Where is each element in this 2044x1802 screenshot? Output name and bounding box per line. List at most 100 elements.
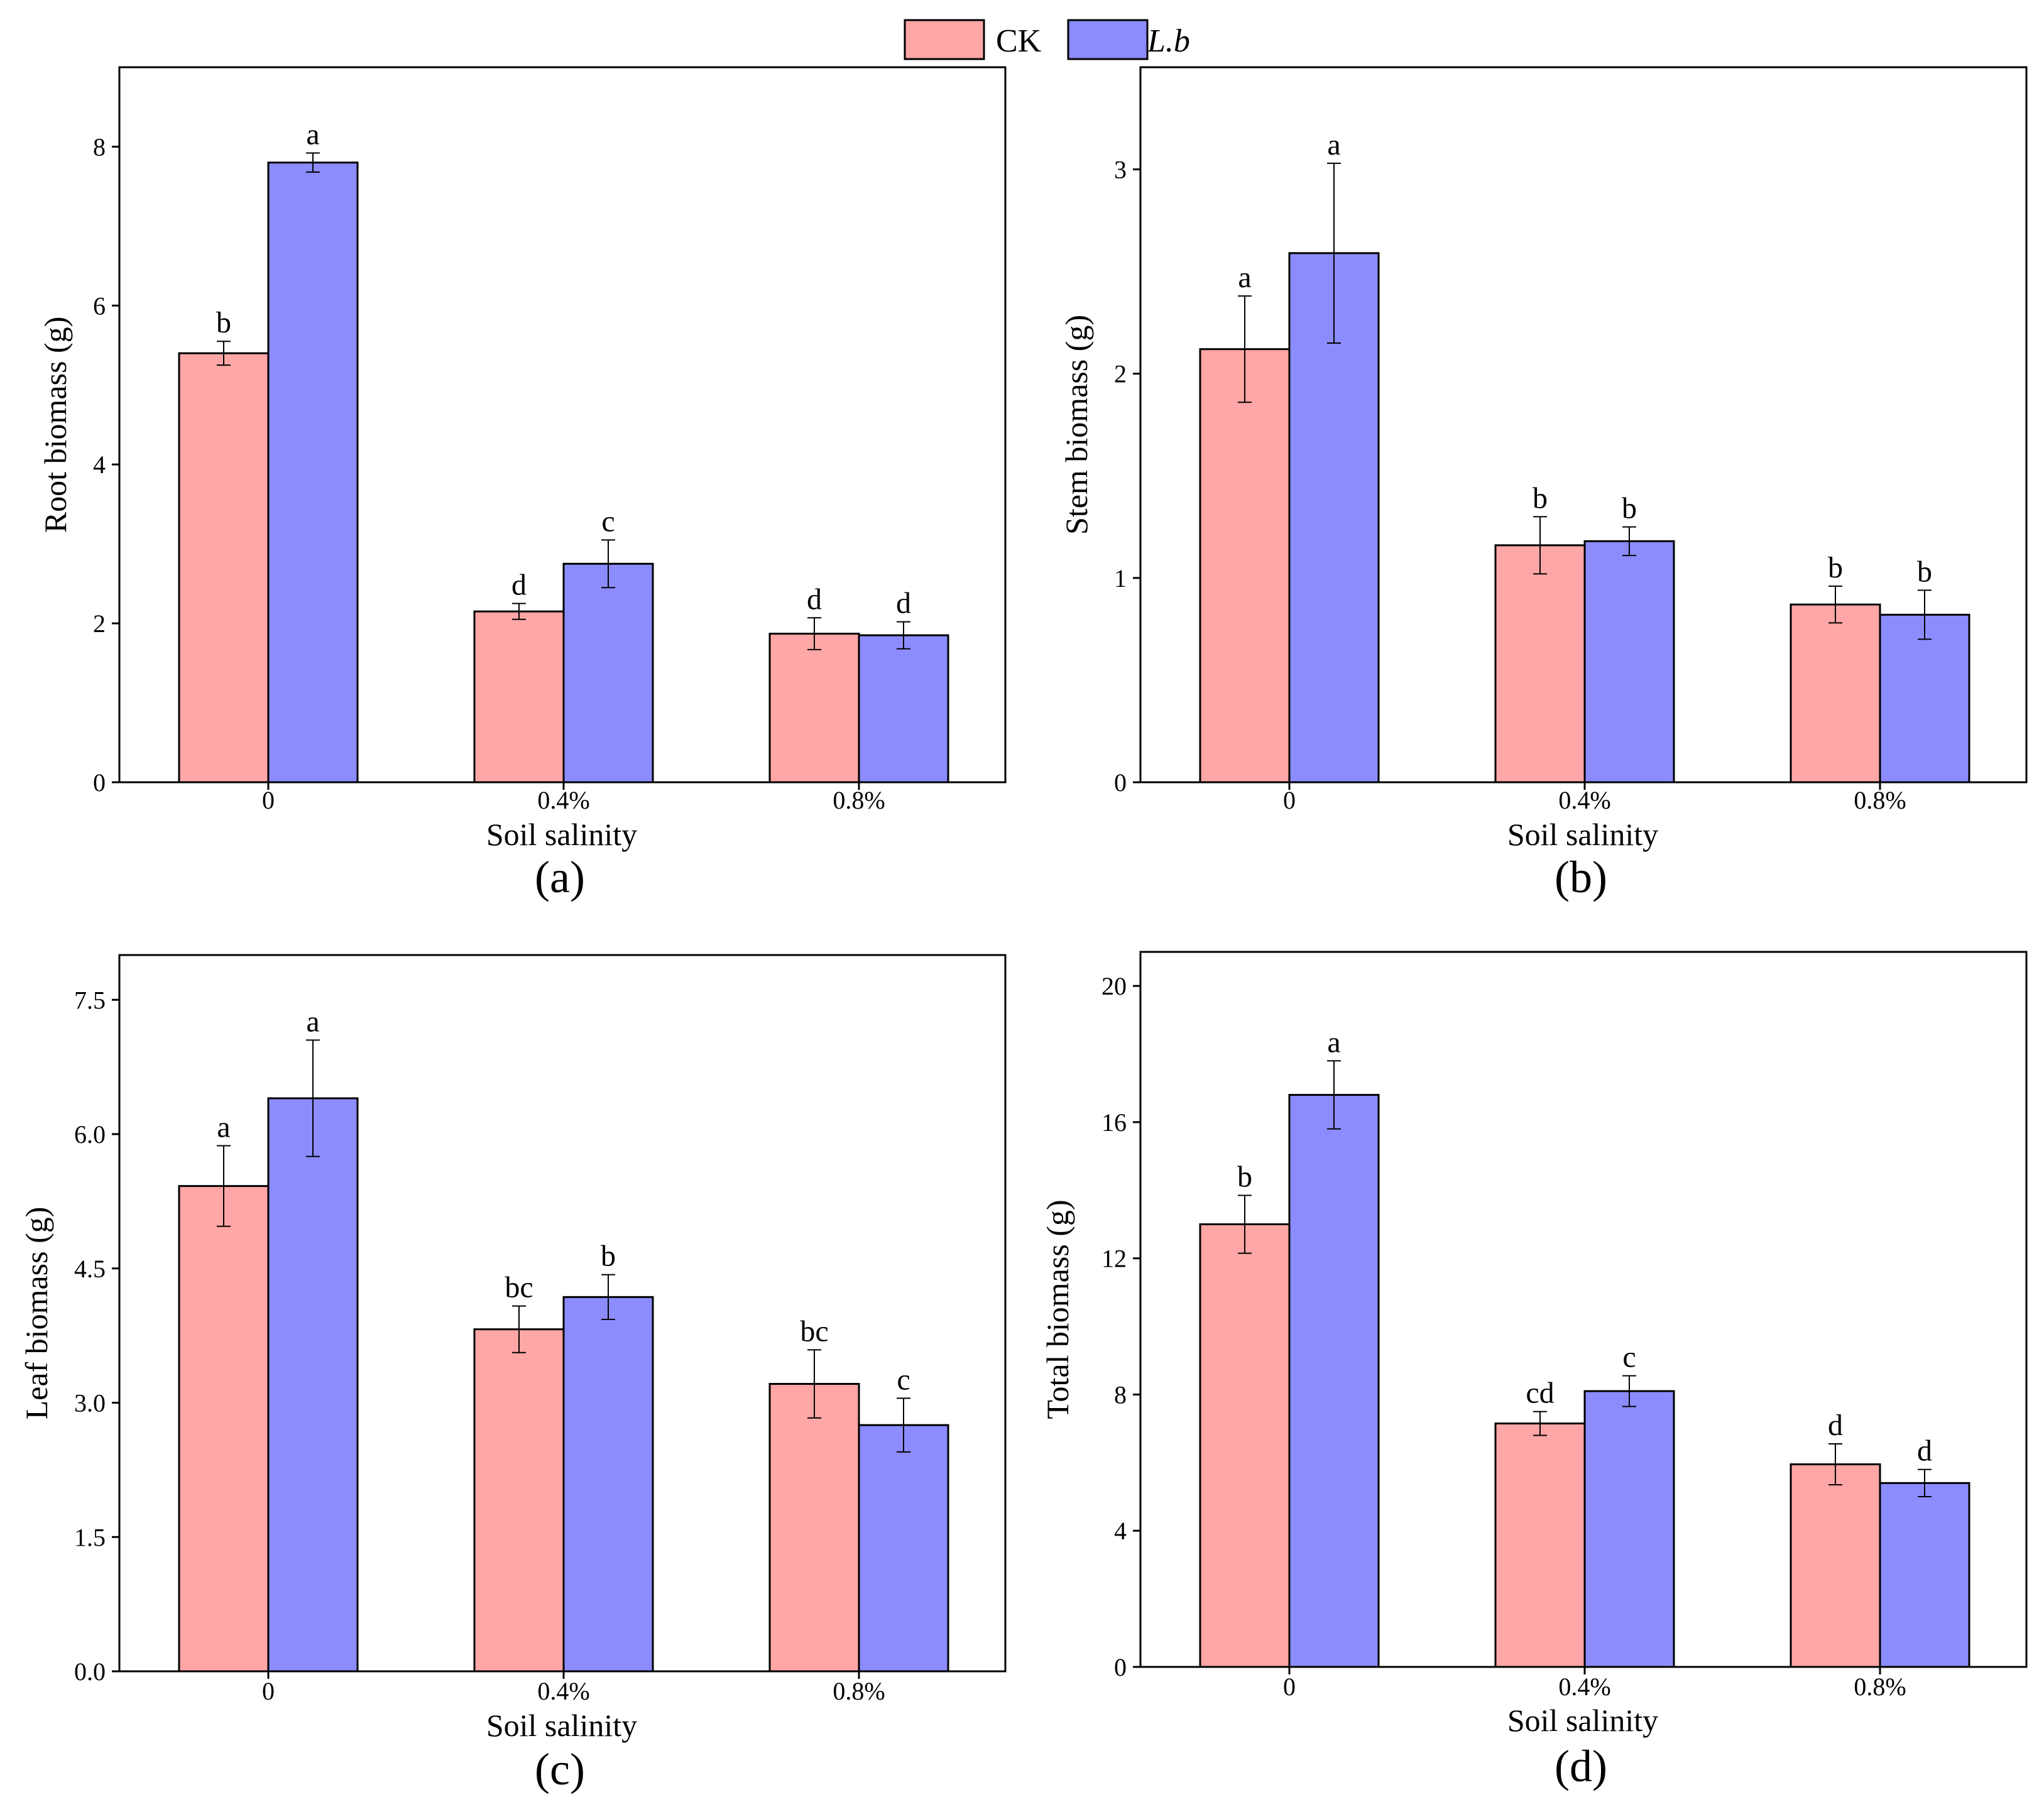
significance-label: d — [511, 569, 527, 602]
chart-panel-2: a a 0 b b 0.4% b b 0.8% 0 1 2 3 Soil salinity Stem bio… — [1059, 66, 2028, 902]
significance-label: a — [1238, 261, 1251, 294]
error-bar-lb-0 — [1327, 1060, 1341, 1130]
bar-ck-1 — [473, 610, 565, 784]
error-bar-lb-0 — [306, 152, 320, 173]
chart-panel-4: b a 0 cd c 0.4% d d 0.8% 0 4 8 12 16 20 Soil salinity To… — [1040, 951, 2028, 1791]
panel-label: (a) — [535, 852, 585, 902]
x-tick-label: 0 — [1283, 786, 1296, 814]
legend: CK L.b — [904, 19, 1190, 60]
chart-panel-3: a a 0 bc b 0.4% bc c 0.8% 0.0 1.5 3.0 4.5 6.0 7.5 Soil … — [19, 954, 1007, 1794]
y-tick-label: 6 — [93, 292, 106, 320]
significance-label: a — [217, 1111, 230, 1144]
bar-lb-1 — [562, 562, 654, 784]
significance-label: a — [1327, 128, 1340, 161]
chart-panel-1: b a 0 d c 0.4% d d 0.8% 0 2 4 6 8 Soil salinity Root bi… — [38, 66, 1007, 902]
significance-label: b — [216, 306, 231, 339]
error-bar-lb-2 — [1918, 1468, 1932, 1498]
bar-ck-2 — [768, 633, 860, 784]
significance-label: cd — [1526, 1377, 1554, 1410]
x-tick-label: 0.4% — [537, 1677, 589, 1705]
error-bar-lb-1 — [601, 539, 615, 589]
y-tick-label: 0 — [93, 768, 106, 797]
bar-ck-0 — [1199, 1223, 1291, 1668]
panel-label: (c) — [535, 1744, 585, 1794]
error-bar-ck-2 — [1828, 585, 1842, 624]
x-tick-label: 0.8% — [833, 786, 885, 814]
error-bar-lb-1 — [1622, 526, 1636, 557]
y-tick-label: 12 — [1101, 1245, 1127, 1273]
error-bar-lb-2 — [897, 1397, 910, 1453]
significance-label: d — [896, 587, 911, 620]
error-bar-lb-0 — [306, 1039, 320, 1157]
y-axis-title: Root biomass (g) — [38, 317, 73, 533]
significance-label: a — [306, 118, 319, 151]
bar-ck-0 — [178, 1185, 270, 1673]
legend-label-ck: CK — [996, 23, 1042, 59]
x-tick-label: 0.8% — [833, 1677, 885, 1705]
error-bar-lb-1 — [601, 1274, 615, 1320]
significance-label: b — [1237, 1160, 1252, 1193]
x-axis-title: Soil salinity — [1507, 1703, 1658, 1738]
x-tick-label: 0.8% — [1854, 786, 1906, 814]
plot-frame — [118, 954, 1007, 1673]
error-bar-lb-0 — [1327, 162, 1341, 344]
y-axis-title: Stem biomass (g) — [1059, 315, 1094, 535]
significance-label: a — [1327, 1025, 1340, 1059]
error-bar-ck-1 — [1533, 1411, 1547, 1436]
bar-lb-1 — [1583, 540, 1675, 784]
bar-lb-2 — [1879, 613, 1970, 784]
y-tick-label: 4.5 — [74, 1255, 106, 1283]
x-tick-label: 0.4% — [537, 786, 589, 814]
y-tick-label: 2 — [93, 609, 106, 638]
bar-lb-0 — [1288, 1094, 1380, 1668]
significance-label: a — [306, 1005, 319, 1038]
error-bar-lb-2 — [1918, 589, 1932, 640]
error-bar-ck-1 — [512, 603, 526, 620]
significance-label: b — [601, 1240, 616, 1273]
significance-label: d — [1917, 1434, 1932, 1468]
x-tick-label: 0.8% — [1854, 1673, 1906, 1701]
legend-label-lb: L.b — [1147, 23, 1190, 59]
bar-ck-2 — [1790, 603, 1881, 784]
error-bar-ck-2 — [1828, 1443, 1842, 1486]
bar-lb-1 — [562, 1296, 654, 1673]
error-bar-ck-2 — [807, 617, 821, 650]
y-tick-label: 8 — [1114, 1380, 1127, 1409]
x-tick-label: 0.4% — [1558, 786, 1610, 814]
x-axis-title: Soil salinity — [486, 817, 637, 852]
x-axis-title: Soil salinity — [1507, 817, 1658, 852]
significance-label: b — [1828, 551, 1843, 584]
y-axis-title: Leaf biomass (g) — [19, 1207, 54, 1420]
chart-panels: b a 0 d c 0.4% d d 0.8% 0 2 4 6 8 Soil salinity Root bi… — [19, 66, 2028, 1794]
significance-label: c — [601, 505, 615, 538]
significance-label: b — [1533, 481, 1548, 515]
bar-lb-0 — [267, 1097, 359, 1673]
error-bar-ck-2 — [807, 1349, 821, 1419]
error-bar-ck-1 — [1533, 516, 1547, 575]
bar-lb-2 — [1879, 1482, 1970, 1668]
bar-ck-1 — [473, 1328, 565, 1673]
significance-label: b — [1622, 492, 1637, 525]
bar-ck-2 — [1790, 1463, 1881, 1668]
error-bar-ck-1 — [512, 1305, 526, 1353]
y-axis-title: Total biomass (g) — [1040, 1199, 1075, 1419]
x-axis-title: Soil salinity — [486, 1708, 637, 1743]
panel-label: (b) — [1555, 852, 1607, 902]
y-tick-label: 7.5 — [74, 986, 106, 1014]
error-bar-ck-0 — [217, 341, 231, 366]
x-tick-label: 0.4% — [1558, 1673, 1610, 1701]
error-bar-ck-0 — [1238, 1194, 1252, 1254]
bar-ck-1 — [1494, 1422, 1586, 1668]
significance-label: bc — [800, 1314, 828, 1348]
bar-ck-0 — [178, 352, 270, 784]
y-tick-label: 20 — [1101, 972, 1127, 1000]
y-tick-label: 3.0 — [74, 1389, 106, 1417]
y-tick-label: 0 — [1114, 768, 1127, 797]
y-tick-label: 2 — [1114, 360, 1127, 388]
bar-lb-0 — [267, 161, 359, 784]
error-bar-ck-0 — [1238, 295, 1252, 403]
significance-label: d — [807, 582, 822, 616]
significance-label: b — [1917, 555, 1932, 588]
y-tick-label: 4 — [93, 450, 106, 479]
